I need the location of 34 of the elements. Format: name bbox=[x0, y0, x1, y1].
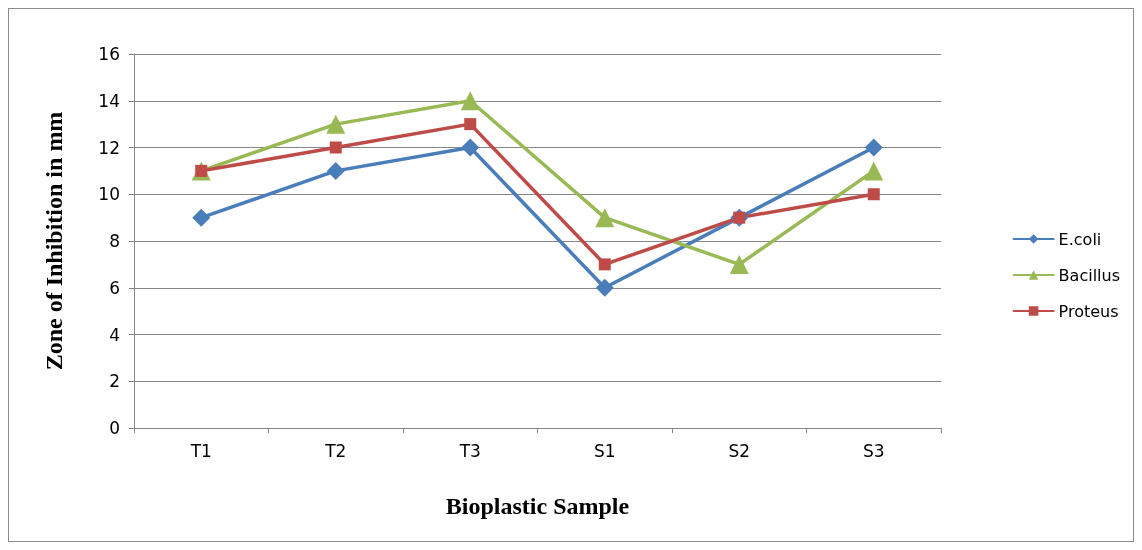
legend-label: E.coli bbox=[1058, 229, 1102, 249]
y-tick-label: 12 bbox=[98, 137, 120, 158]
point bbox=[329, 141, 342, 154]
point bbox=[326, 114, 346, 134]
y-tick-label: 10 bbox=[98, 184, 120, 205]
x-tick-label: T2 bbox=[324, 440, 347, 461]
point bbox=[598, 258, 611, 271]
legend-label: Bacillus bbox=[1058, 265, 1120, 285]
point bbox=[595, 208, 615, 228]
y-tick-label: 4 bbox=[109, 324, 120, 345]
y-tick-label: 0 bbox=[109, 418, 120, 438]
point bbox=[460, 91, 480, 111]
y-tick-label: 8 bbox=[109, 231, 120, 251]
point bbox=[729, 254, 749, 274]
x-axis-title: Bioplastic Sample bbox=[445, 493, 630, 519]
x-tick-label: S2 bbox=[728, 440, 751, 461]
point bbox=[595, 278, 614, 297]
x-tick-label: T3 bbox=[458, 440, 481, 461]
legend-label: Proteus bbox=[1058, 301, 1119, 321]
point bbox=[864, 161, 884, 181]
y-tick-label: 2 bbox=[109, 371, 120, 392]
y-tick-label: 14 bbox=[98, 90, 120, 111]
y-axis-title: Zone of Inhibition in mm bbox=[41, 111, 67, 371]
point bbox=[461, 138, 480, 157]
x-tick-label: T1 bbox=[189, 440, 212, 461]
x-tick-label: S1 bbox=[593, 440, 616, 461]
y-tick-label: 6 bbox=[109, 277, 120, 298]
point bbox=[192, 208, 211, 227]
point bbox=[864, 138, 883, 157]
point bbox=[464, 118, 477, 131]
x-tick-label: S3 bbox=[862, 440, 885, 461]
y-tick-label: 16 bbox=[98, 44, 120, 64]
point bbox=[326, 161, 345, 180]
point bbox=[867, 188, 880, 201]
